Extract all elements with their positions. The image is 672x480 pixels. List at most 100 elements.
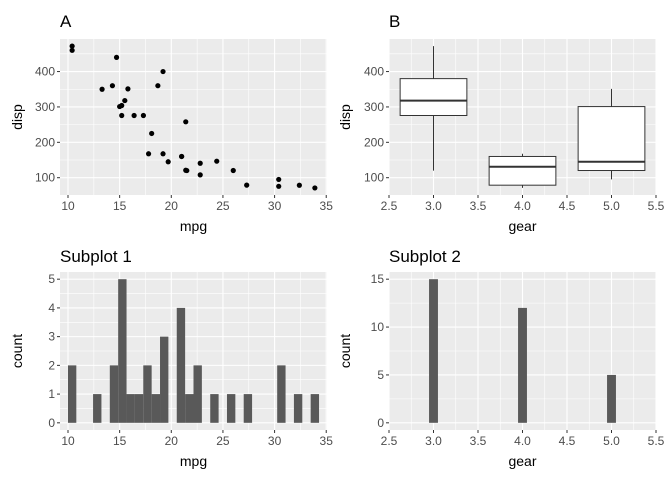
x-tick-label: 3.0 bbox=[425, 199, 442, 213]
x-tick-label: 3.5 bbox=[470, 434, 487, 448]
histogram-bar bbox=[151, 394, 161, 423]
x-tick-label: 30 bbox=[268, 199, 282, 213]
panel-title: Subplot 2 bbox=[389, 247, 461, 266]
y-tick-label: 400 bbox=[35, 65, 55, 79]
x-tick-label: 4.5 bbox=[559, 434, 576, 448]
data-point bbox=[183, 167, 189, 173]
histogram-bar bbox=[67, 365, 77, 423]
x-tick-label: 10 bbox=[61, 199, 75, 213]
histogram-bar bbox=[210, 394, 219, 423]
y-tick-label: 0 bbox=[48, 416, 55, 430]
y-axis-title: disp bbox=[9, 104, 25, 130]
data-point bbox=[122, 97, 128, 104]
y-tick-label: 400 bbox=[364, 65, 384, 79]
y-tick-label: 15 bbox=[371, 272, 385, 286]
data-point bbox=[119, 112, 125, 119]
data-point bbox=[230, 167, 236, 174]
histogram-bar bbox=[243, 394, 253, 423]
x-tick-label: 5.5 bbox=[648, 434, 665, 448]
panel-background bbox=[60, 39, 327, 195]
x-tick-label: 3.0 bbox=[425, 434, 442, 448]
data-point bbox=[160, 151, 166, 157]
box-iqr bbox=[577, 106, 646, 172]
data-point bbox=[69, 43, 75, 49]
x-tick-label: 35 bbox=[320, 199, 334, 213]
box-iqr bbox=[488, 155, 557, 186]
x-tick-label: 20 bbox=[165, 199, 179, 213]
y-axis-title: count bbox=[337, 334, 353, 368]
data-point bbox=[276, 176, 282, 183]
x-axis-title: mpg bbox=[180, 453, 207, 469]
data-point bbox=[244, 182, 250, 188]
histogram-bar bbox=[607, 374, 616, 423]
histogram-bar bbox=[134, 394, 144, 423]
x-tick-label: 4.0 bbox=[514, 434, 531, 448]
y-axis-title: disp bbox=[337, 104, 353, 130]
panel-title: A bbox=[60, 12, 72, 31]
histogram-bar bbox=[160, 336, 169, 423]
x-tick-label: 30 bbox=[268, 434, 282, 448]
panel-3: 10 15 20 25 30 35 0 1 2 3 4 5 Subplot 1 mpg count bbox=[9, 247, 333, 469]
x-tick-label: 25 bbox=[216, 434, 230, 448]
data-point bbox=[113, 54, 120, 60]
x-tick-label: 2.5 bbox=[381, 434, 398, 448]
data-point bbox=[197, 172, 203, 178]
box-gear-3 bbox=[399, 46, 468, 171]
x-tick-label: 2.5 bbox=[381, 199, 398, 213]
y-tick-label: 300 bbox=[35, 100, 55, 114]
histogram-bar bbox=[277, 365, 286, 423]
data-point bbox=[149, 130, 155, 137]
y-tick-label: 100 bbox=[35, 171, 55, 185]
data-point bbox=[160, 68, 166, 75]
histogram-bar bbox=[193, 365, 202, 423]
x-tick-label: 15 bbox=[113, 434, 127, 448]
histogram-bar bbox=[109, 365, 119, 423]
x-tick-label: 5.5 bbox=[648, 199, 665, 213]
x-axis-title: gear bbox=[508, 218, 536, 234]
histogram-bar bbox=[429, 279, 438, 423]
data-point bbox=[214, 158, 220, 164]
panel-title: Subplot 1 bbox=[60, 247, 132, 266]
box-gear-4 bbox=[488, 153, 557, 188]
x-tick-label: 20 bbox=[165, 434, 179, 448]
data-point bbox=[276, 183, 282, 189]
y-tick-label: 5 bbox=[48, 272, 55, 286]
y-tick-label: 100 bbox=[364, 171, 384, 185]
data-point bbox=[140, 112, 147, 119]
x-tick-label: 25 bbox=[216, 199, 230, 213]
x-tick-label: 5.0 bbox=[603, 199, 620, 213]
y-tick-label: 1 bbox=[48, 387, 55, 401]
panel-4: 2.5 3.0 3.5 4.0 4.5 5.0 5.5 0 5 10 15 Subplot 2 gear… bbox=[337, 247, 665, 469]
y-tick-label: 5 bbox=[377, 368, 384, 382]
data-point bbox=[165, 159, 171, 165]
histogram-bar bbox=[226, 394, 236, 423]
data-point bbox=[183, 119, 189, 125]
x-tick-label: 3.5 bbox=[470, 199, 487, 213]
panel-title: B bbox=[389, 12, 400, 31]
data-point bbox=[312, 185, 318, 191]
box-gear-5 bbox=[577, 88, 646, 180]
y-tick-label: 200 bbox=[35, 135, 55, 149]
x-tick-label: 5.0 bbox=[603, 434, 620, 448]
histogram-bar bbox=[310, 394, 320, 423]
y-tick-label: 0 bbox=[377, 416, 384, 430]
histogram-bar bbox=[126, 394, 135, 423]
x-axis-title: mpg bbox=[180, 218, 207, 234]
data-point bbox=[125, 86, 131, 92]
x-tick-label: 4.5 bbox=[559, 199, 576, 213]
y-tick-label: 10 bbox=[371, 320, 385, 334]
histogram-bar bbox=[143, 365, 152, 423]
x-axis-title: gear bbox=[508, 453, 536, 469]
y-tick-label: 300 bbox=[364, 100, 384, 114]
x-tick-label: 10 bbox=[61, 434, 75, 448]
x-tick-label: 15 bbox=[113, 199, 127, 213]
y-tick-label: 2 bbox=[48, 358, 55, 372]
y-tick-label: 3 bbox=[48, 330, 55, 344]
data-point bbox=[131, 112, 137, 119]
data-point bbox=[117, 103, 123, 110]
histogram-bar bbox=[118, 279, 127, 423]
y-tick-label: 200 bbox=[364, 135, 384, 149]
